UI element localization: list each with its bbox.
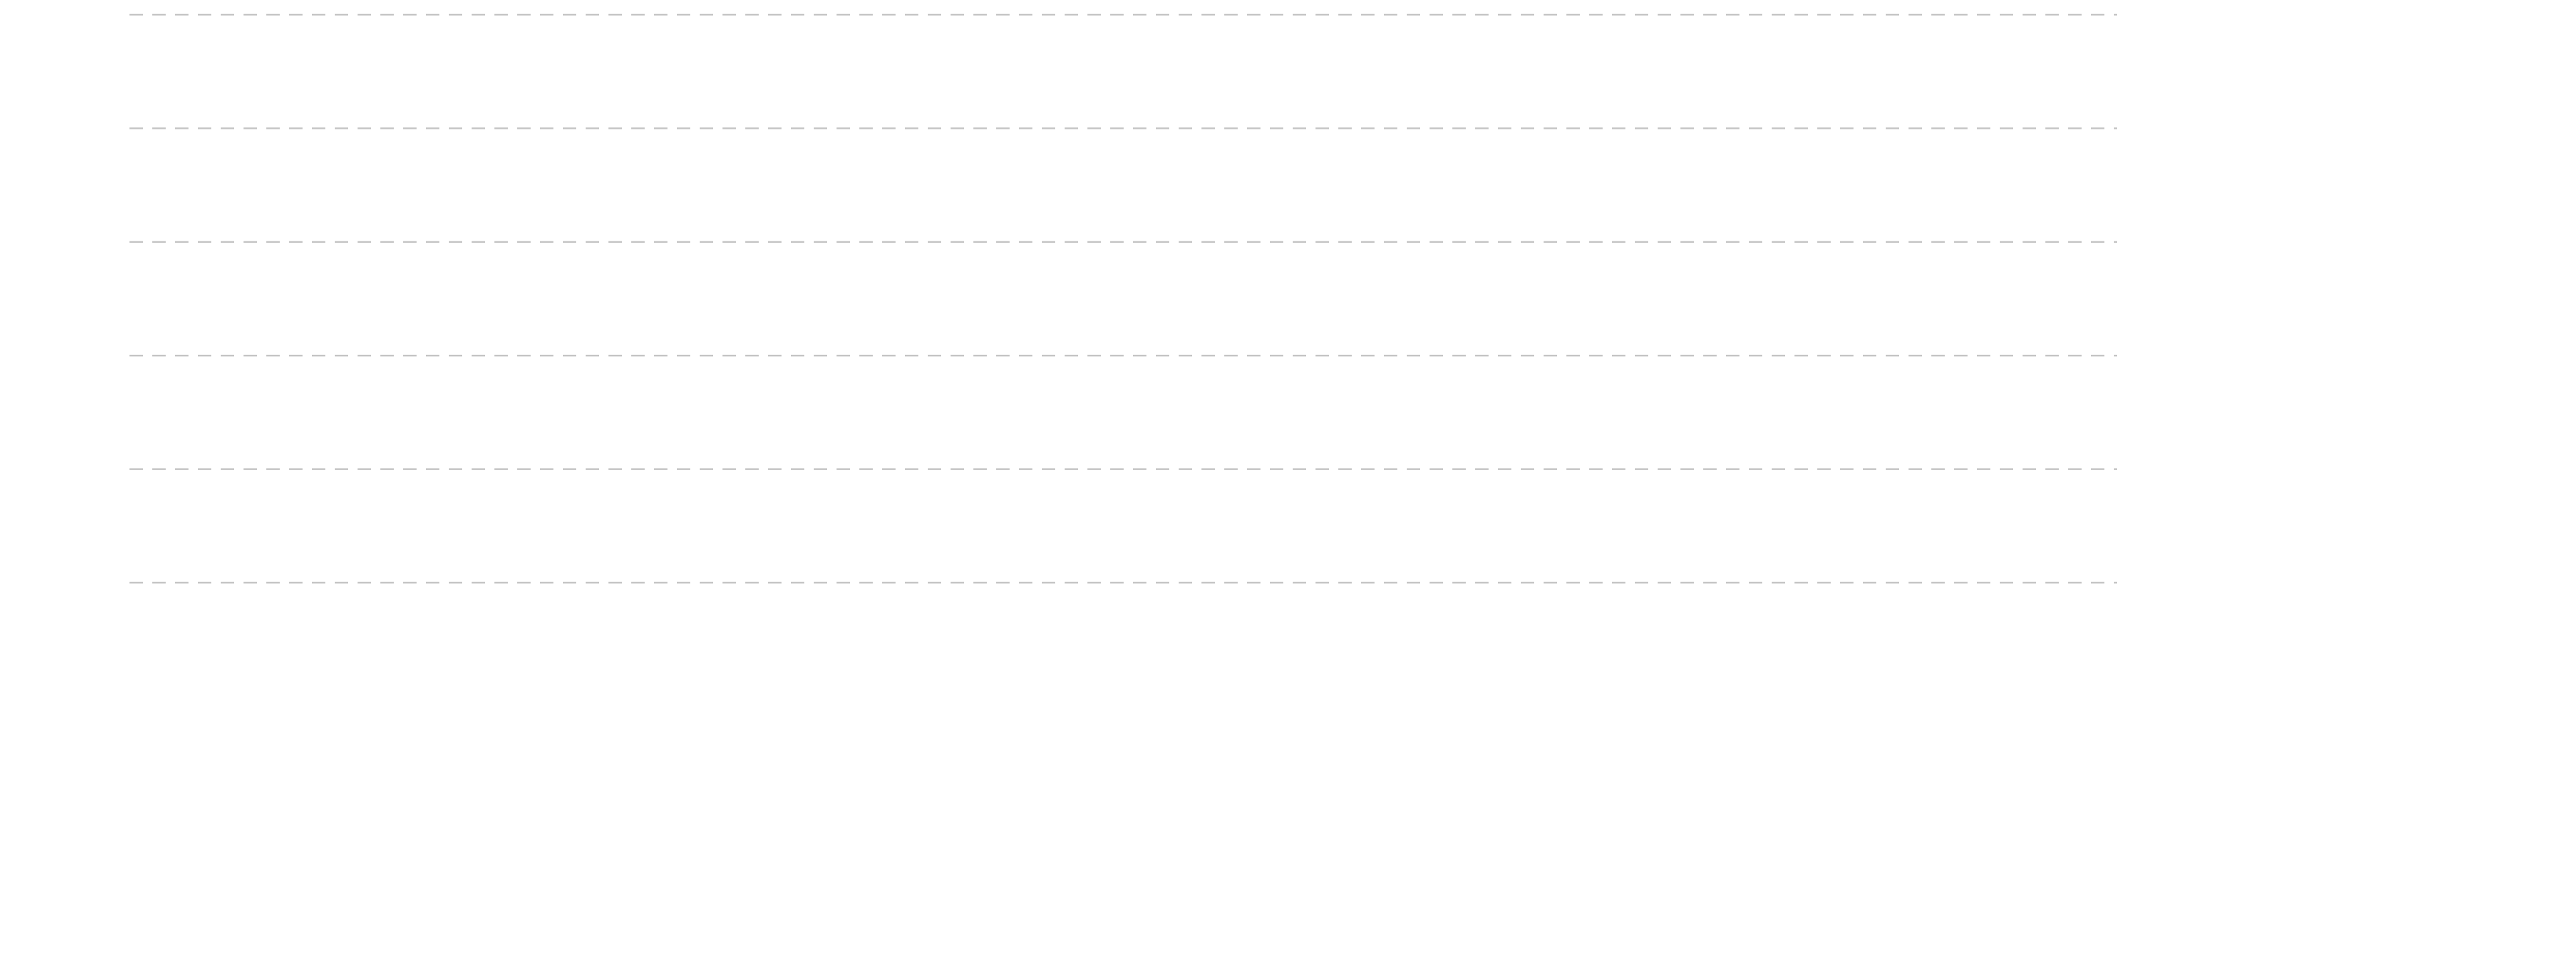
page: {"grid": true} (() => { const data = JSO… — [129, 13, 2117, 584]
chart — [129, 13, 2117, 584]
